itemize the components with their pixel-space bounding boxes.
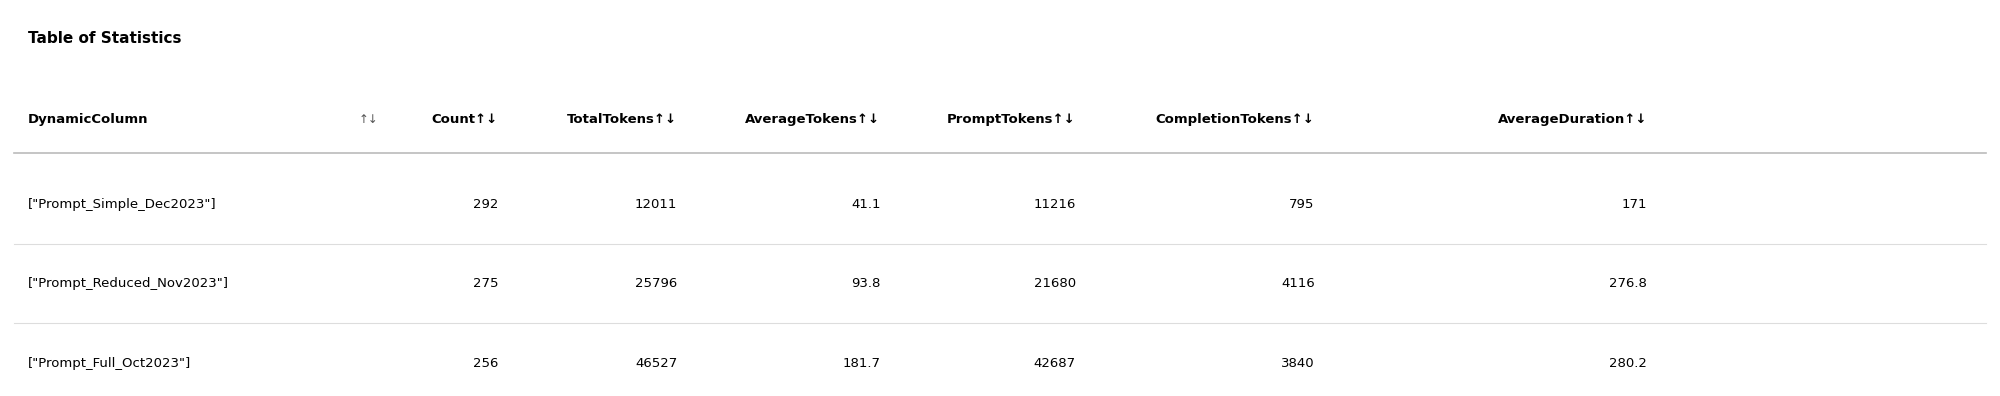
Text: TotalTokens↑↓: TotalTokens↑↓ [568, 113, 678, 126]
Text: CompletionTokens↑↓: CompletionTokens↑↓ [1156, 113, 1314, 126]
Text: 795: 795 [1290, 198, 1314, 211]
Text: 46527: 46527 [636, 357, 678, 370]
Text: 41.1: 41.1 [850, 198, 880, 211]
Text: AverageDuration↑↓: AverageDuration↑↓ [1498, 113, 1648, 126]
Text: 12011: 12011 [634, 198, 678, 211]
Text: 171: 171 [1622, 198, 1648, 211]
Text: Count↑↓: Count↑↓ [432, 113, 498, 126]
Text: 181.7: 181.7 [842, 357, 880, 370]
Text: Table of Statistics: Table of Statistics [28, 31, 182, 46]
Text: ["Prompt_Reduced_Nov2023"]: ["Prompt_Reduced_Nov2023"] [28, 278, 230, 291]
Text: 256: 256 [472, 357, 498, 370]
Text: ↑↓: ↑↓ [358, 113, 378, 126]
Text: AverageTokens↑↓: AverageTokens↑↓ [746, 113, 880, 126]
Text: 4116: 4116 [1280, 278, 1314, 291]
Text: 42687: 42687 [1034, 357, 1076, 370]
Text: PromptTokens↑↓: PromptTokens↑↓ [946, 113, 1076, 126]
Text: 21680: 21680 [1034, 278, 1076, 291]
Text: 280.2: 280.2 [1610, 357, 1648, 370]
Text: 276.8: 276.8 [1610, 278, 1648, 291]
Text: 3840: 3840 [1282, 357, 1314, 370]
Text: ["Prompt_Simple_Dec2023"]: ["Prompt_Simple_Dec2023"] [28, 198, 216, 211]
Text: DynamicColumn: DynamicColumn [28, 113, 148, 126]
Text: 292: 292 [472, 198, 498, 211]
Text: 275: 275 [472, 278, 498, 291]
Text: 11216: 11216 [1034, 198, 1076, 211]
Text: ["Prompt_Full_Oct2023"]: ["Prompt_Full_Oct2023"] [28, 357, 192, 370]
Text: 93.8: 93.8 [852, 278, 880, 291]
Text: 25796: 25796 [636, 278, 678, 291]
